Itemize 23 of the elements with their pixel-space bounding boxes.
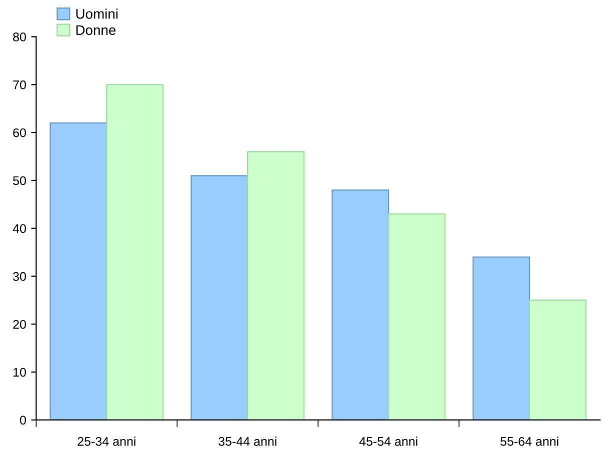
legend-label: Uomini xyxy=(76,8,118,19)
y-tick-label: 0 xyxy=(20,416,26,425)
x-tick-label: 55-64 anni xyxy=(500,436,558,446)
legend-label: Donne xyxy=(76,25,116,36)
y-tick-label: 10 xyxy=(14,368,26,377)
y-tick-label: 70 xyxy=(13,80,26,90)
y-tick-label: 50 xyxy=(13,176,26,186)
x-tick-label: 25-34 anni xyxy=(78,436,136,446)
bar xyxy=(50,122,108,420)
bar xyxy=(472,256,530,420)
bar xyxy=(190,175,248,420)
y-tick-label: 40 xyxy=(12,224,26,234)
bar xyxy=(528,300,586,420)
bar xyxy=(106,84,164,420)
y-tick-label: 80 xyxy=(13,32,26,42)
bar xyxy=(332,189,390,420)
x-tick-label: 45-54 anni xyxy=(359,436,418,446)
bar xyxy=(247,151,305,420)
y-tick-label: 20 xyxy=(13,320,26,329)
y-tick-label: 30 xyxy=(13,272,26,281)
y-tick-label: 60 xyxy=(13,128,26,138)
bar xyxy=(388,213,446,420)
x-tick-label: 35-44 anni xyxy=(218,436,276,446)
